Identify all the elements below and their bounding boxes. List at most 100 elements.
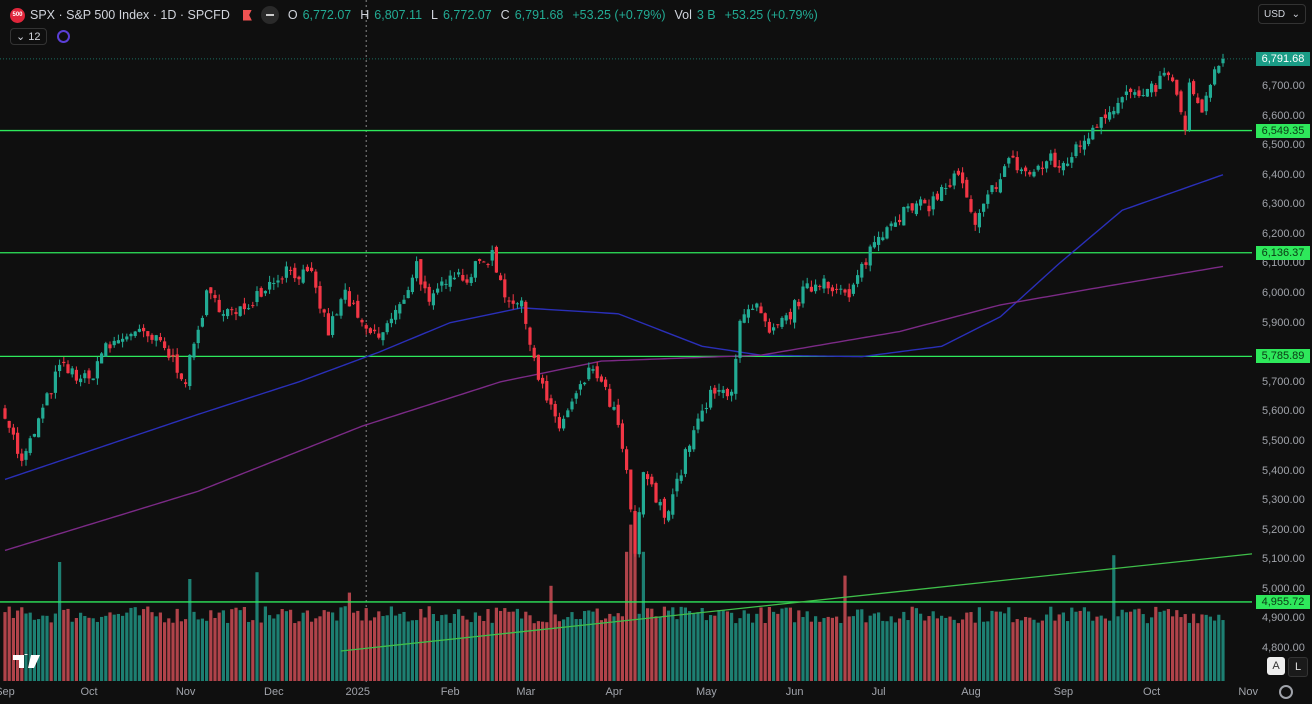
candle-body (977, 212, 981, 228)
minus-icon[interactable] (260, 6, 279, 24)
flag-icon[interactable] (242, 9, 252, 21)
price-tick-label: 5,600.00 (1262, 405, 1305, 418)
volume-bar (998, 611, 1002, 681)
candle (394, 305, 398, 325)
candle-body (629, 469, 633, 510)
candle (7, 420, 11, 433)
candle (385, 320, 389, 335)
indicator-icon[interactable] (56, 30, 70, 43)
candle-body (818, 285, 822, 287)
candle-body (1200, 99, 1204, 113)
candle-body (217, 299, 221, 313)
candle (205, 289, 209, 317)
currency-select[interactable]: USD ⌄ (1258, 4, 1306, 24)
candle (116, 334, 120, 344)
candle-body (263, 290, 267, 294)
volume-bar (662, 606, 666, 681)
candle (595, 361, 599, 382)
candle (121, 333, 125, 348)
volume-bar (1150, 617, 1154, 681)
volume-bar (394, 615, 398, 681)
volume-bar (616, 613, 620, 681)
candle (843, 288, 847, 296)
candle (259, 286, 263, 298)
volume-bar (658, 617, 662, 681)
volume-bar (532, 623, 536, 681)
candle-body (129, 333, 133, 337)
volume-bar (776, 613, 780, 681)
volume-bar (1137, 608, 1141, 681)
indicators-toggle[interactable]: ⌄ 12 (10, 28, 47, 45)
volume-bar (931, 611, 935, 681)
volume-bar (150, 612, 154, 681)
candle (41, 403, 45, 423)
volume-bar (171, 622, 175, 681)
candle (885, 225, 889, 240)
candle-body (343, 289, 347, 300)
candle (1116, 97, 1120, 115)
candle-body (704, 407, 708, 410)
candle-body (167, 348, 171, 358)
volume-bar (1116, 616, 1120, 681)
candle-body (163, 341, 167, 348)
auto-scale-button[interactable]: A (1267, 657, 1285, 675)
volume-bar (373, 617, 377, 681)
volume-bar (1070, 607, 1074, 681)
volume-bar (604, 618, 608, 681)
candle-body (923, 199, 927, 204)
symbol-title[interactable]: SPX · S&P 500 Index · 1D · SPCFD (30, 8, 230, 22)
moving-average-fast (4, 174, 1224, 481)
candle-body (507, 300, 511, 302)
candle (16, 427, 20, 459)
price-tick-label: 6,100.00 (1262, 257, 1305, 270)
volume-bar (37, 619, 41, 681)
volume-bar (1166, 609, 1170, 681)
candle-body (242, 303, 246, 310)
settings-gear-icon[interactable] (1279, 685, 1293, 699)
volume-bar (1145, 623, 1149, 681)
candle (868, 244, 872, 272)
candle-body (612, 406, 616, 410)
log-scale-button[interactable]: L (1288, 657, 1308, 677)
last-price-tag: 6,791.68 (1256, 51, 1310, 66)
candle-body (116, 340, 120, 344)
candle-body (318, 285, 322, 309)
candle (276, 274, 280, 288)
candle (633, 505, 637, 557)
candle (977, 209, 981, 234)
volume-bar (919, 613, 923, 681)
candle-body (188, 354, 192, 387)
candle-body (717, 390, 721, 392)
volume-bar (1129, 611, 1133, 681)
volume-bar (272, 618, 276, 681)
candle (1032, 169, 1036, 178)
candle (1154, 82, 1158, 97)
candle (490, 245, 494, 266)
candle-body (108, 344, 112, 349)
candle (818, 284, 822, 291)
price-tick-label: 4,800.00 (1262, 642, 1305, 655)
candle (608, 383, 612, 408)
volume-bar (809, 621, 813, 681)
candle-body (994, 187, 998, 189)
candle (1103, 108, 1107, 124)
volume-bar (83, 616, 87, 681)
candle (1133, 89, 1137, 98)
candle (58, 359, 62, 378)
candle-body (1192, 81, 1196, 95)
candle (671, 488, 675, 519)
candle-body (1137, 90, 1141, 96)
chevron-down-icon: ⌄ (1291, 8, 1300, 20)
candle (45, 391, 49, 406)
volume-bar (633, 511, 637, 681)
candle (662, 496, 666, 525)
volume-bar (213, 617, 217, 681)
candle (427, 283, 431, 306)
candle (814, 279, 818, 294)
volume-bar (910, 606, 914, 681)
candle (620, 419, 624, 453)
candle-body (935, 193, 939, 200)
volume-bar (780, 608, 784, 681)
candle-body (150, 334, 154, 340)
